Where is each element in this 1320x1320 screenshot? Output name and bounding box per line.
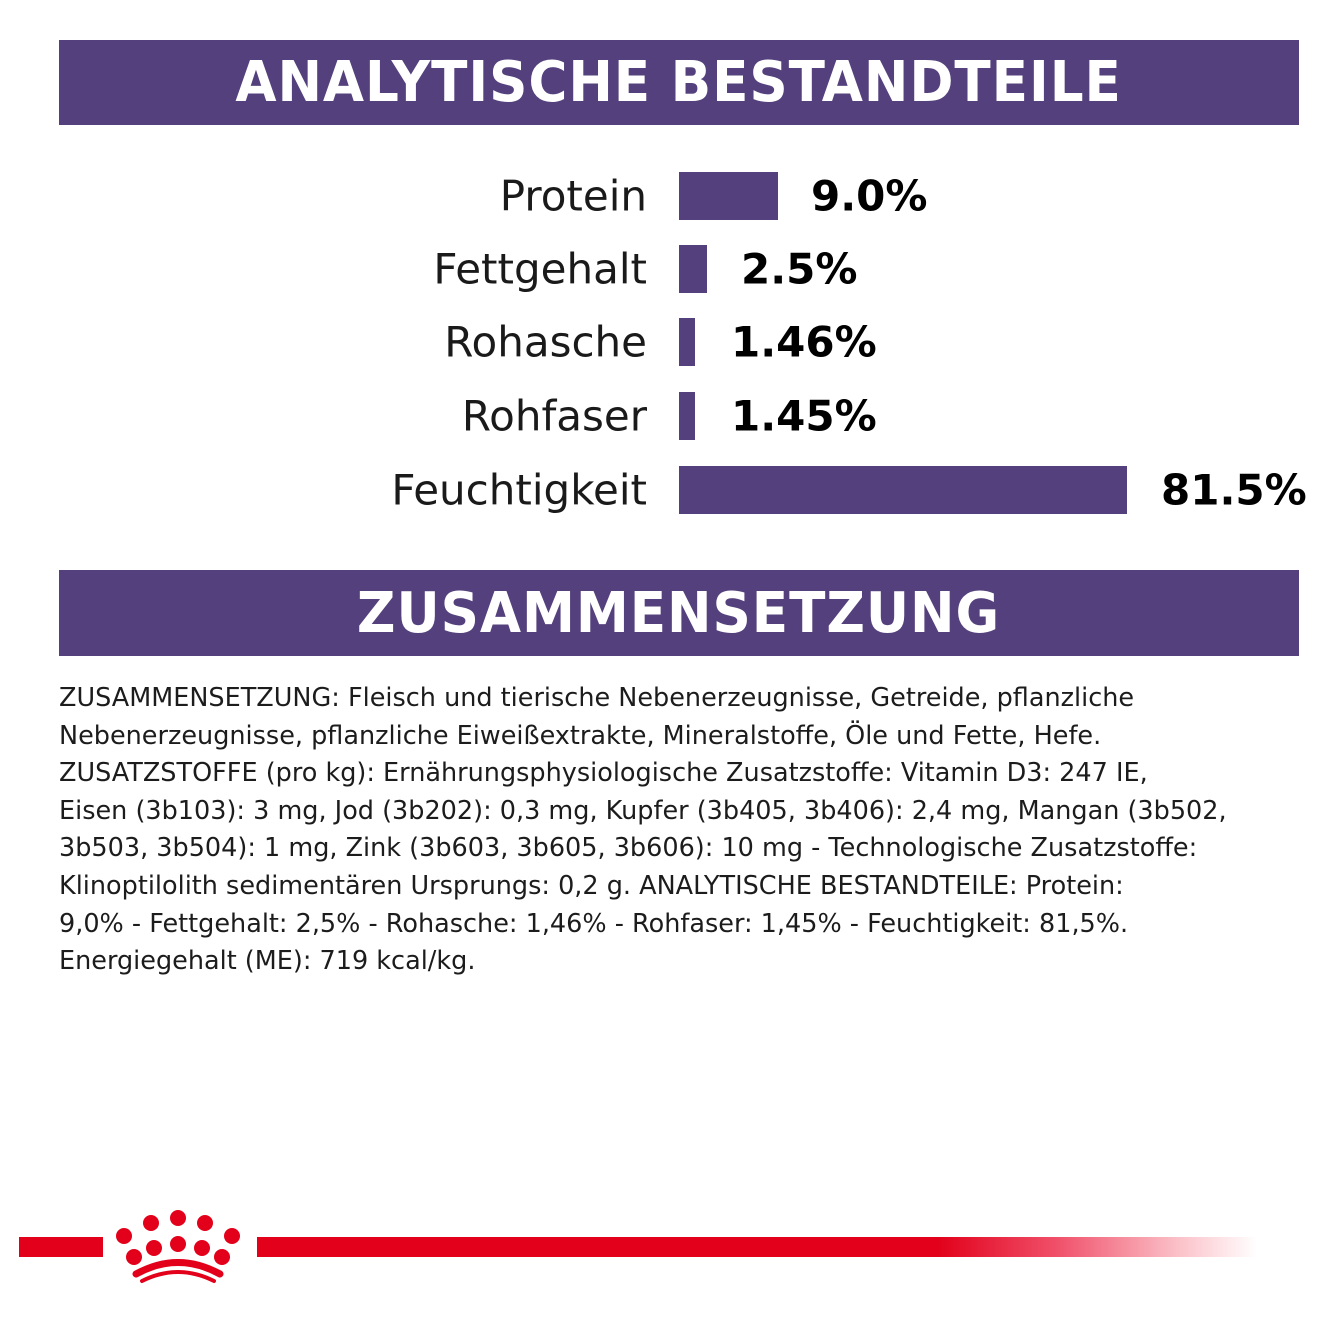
- composition-line: 3b503, 3b504): 1 mg, Zink (3b603, 3b605,…: [59, 833, 1198, 864]
- row-value: 1.46%: [731, 317, 877, 367]
- chart-row-protein: Protein 9.0%: [0, 171, 1320, 221]
- row-label: Protein: [499, 171, 647, 221]
- composition-line: ZUSAMMENSETZUNG: Fleisch und tierische N…: [59, 683, 1135, 713]
- chart-row-rohfaser: Rohfaser 1.45%: [0, 391, 1320, 441]
- bar-protein: [679, 172, 778, 220]
- brand-line-right: [257, 1237, 1257, 1257]
- chart-row-fettgehalt: Fettgehalt 2.5%: [0, 244, 1320, 294]
- bar-feuchtigkeit: [679, 466, 1127, 514]
- row-value: 81.5%: [1161, 465, 1307, 515]
- composition-line: Eisen (3b103): 3 mg, Jod (3b202): 0,3 mg…: [59, 795, 1227, 826]
- composition-header-band: ZUSAMMENSETZUNG: [59, 570, 1299, 656]
- row-label: Rohasche: [444, 317, 647, 367]
- composition-text: ZUSAMMENSETZUNG: Fleisch und tierische N…: [59, 680, 1299, 981]
- composition-line: Energiegehalt (ME): 719 kcal/kg.: [59, 946, 476, 977]
- row-label: Rohfaser: [461, 391, 647, 441]
- composition-line: 9,0% - Fettgehalt: 2,5% - Rohasche: 1,46…: [59, 908, 1129, 939]
- row-label: Feuchtigkeit: [391, 465, 647, 515]
- composition-line: ZUSATZSTOFFE (pro kg): Ernährungsphysiol…: [59, 758, 1148, 789]
- row-value: 1.45%: [731, 391, 877, 441]
- analytic-title: ANALYTISCHE BESTANDTEILE: [235, 50, 1123, 115]
- bar-rohfaser: [679, 392, 695, 440]
- chart-row-feuchtigkeit: Feuchtigkeit 81.5%: [0, 465, 1320, 515]
- bar-rohasche: [679, 318, 695, 366]
- composition-line: Nebenerzeugnisse, pflanzliche Eiweißextr…: [59, 720, 1102, 751]
- analytic-header-band: ANALYTISCHE BESTANDTEILE: [59, 40, 1299, 125]
- row-label: Fettgehalt: [433, 244, 647, 294]
- bar-fettgehalt: [679, 245, 707, 293]
- row-value: 9.0%: [811, 171, 928, 221]
- crown-logo-icon: [116, 1210, 240, 1283]
- chart-row-rohasche: Rohasche 1.46%: [0, 317, 1320, 367]
- composition-line: Klinoptilolith sedimentären Ursprungs: 0…: [59, 870, 1124, 901]
- brand-line-left: [19, 1237, 103, 1257]
- composition-title: ZUSAMMENSETZUNG: [357, 580, 1001, 646]
- row-value: 2.5%: [741, 244, 858, 294]
